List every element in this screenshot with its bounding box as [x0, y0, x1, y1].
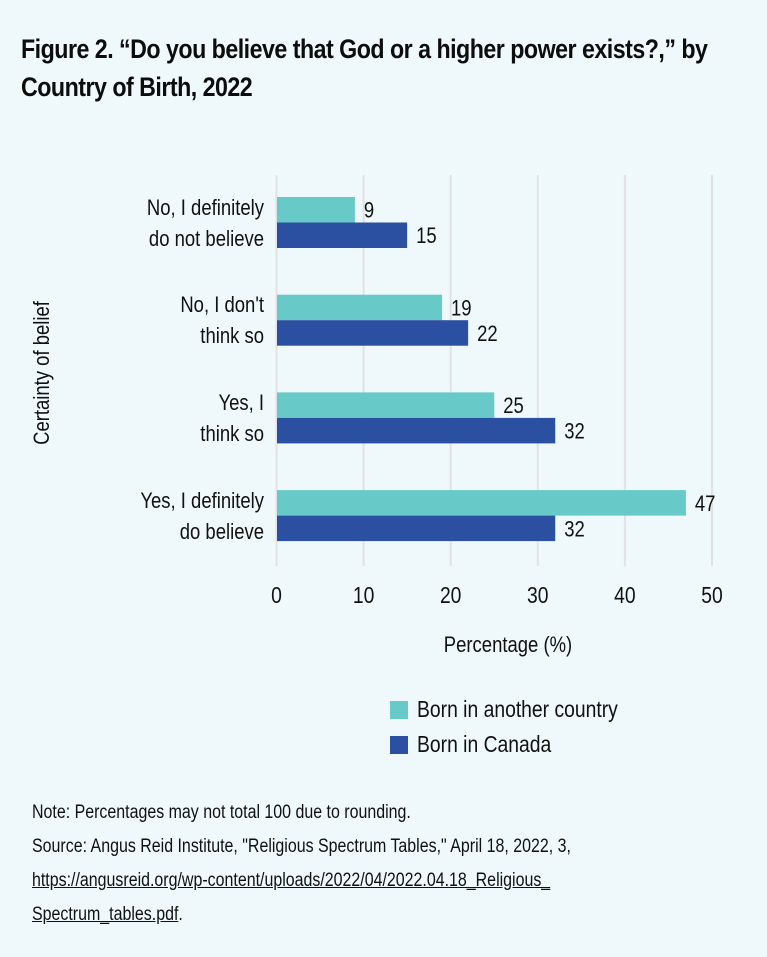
bar-born-canada [277, 515, 556, 542]
category-label: No, I don't think so [62, 289, 264, 351]
legend-label: Born in Canada [417, 731, 552, 757]
source-text: Source: Angus Reid Institute, "Religious… [32, 836, 571, 857]
x-tick-label: 20 [440, 584, 461, 609]
x-tick-label: 40 [614, 584, 635, 609]
category-label-line: do believe [179, 518, 264, 544]
legend-swatch-teal [390, 700, 408, 719]
bar-born-canada [277, 417, 556, 444]
bar-born-another-country [277, 197, 355, 223]
bar-born-another-country [277, 490, 686, 516]
source-link[interactable]: https://angusreid.org/wp-content/uploads… [32, 870, 551, 891]
legend: Born in another country Born in Canada [390, 692, 656, 762]
y-axis-label: Certainty of belief [29, 301, 54, 445]
legend-label: Born in another country [417, 696, 618, 722]
x-tick-label: 50 [701, 584, 722, 609]
category-label: Yes, I think so [62, 387, 264, 449]
legend-swatch-navy [390, 735, 408, 754]
value-label: 15 [416, 225, 437, 249]
category-label-line: Yes, I definitely [140, 487, 264, 513]
category-label-line: Yes, I [218, 389, 264, 415]
category-label-line: think so [200, 420, 264, 446]
category-label-line: do not believe [148, 225, 264, 251]
category-label: No, I definitely do not believe [62, 192, 264, 254]
bar-born-another-country [277, 294, 442, 321]
value-label: 32 [564, 518, 585, 542]
bar-born-canada [277, 320, 469, 346]
category-label: Yes, I definitely do believe [62, 485, 264, 547]
bars [277, 197, 686, 542]
value-label: 22 [477, 323, 498, 347]
source-trailing-period: . [178, 904, 183, 925]
x-axis-label: Percentage (%) [443, 632, 573, 657]
value-label: 32 [564, 420, 585, 444]
value-label: 19 [451, 297, 472, 321]
category-label-line: No, I don't [180, 292, 264, 318]
notes: Note: Percentages may not total 100 due … [32, 796, 754, 932]
x-tick-label: 0 [271, 584, 282, 609]
category-label-line: No, I definitely [146, 194, 264, 220]
note-text: Note: Percentages may not total 100 due … [32, 802, 411, 823]
category-label-line: think so [200, 323, 264, 349]
value-label: 47 [695, 492, 716, 516]
chart-title: Figure 2. “Do you believe that God or a … [21, 34, 708, 102]
value-label: 25 [503, 395, 524, 419]
legend-item-born-canada: Born in Canada [390, 727, 656, 762]
x-tick-label: 30 [527, 584, 548, 609]
bar-born-canada [277, 222, 408, 248]
source-link-continued[interactable]: Spectrum_tables.pdf [32, 904, 179, 925]
x-tick-labels: 0 10 20 30 40 50 [271, 584, 723, 609]
legend-item-born-another-country: Born in another country [390, 692, 656, 727]
bar-born-another-country [277, 392, 495, 418]
value-label: 9 [364, 199, 374, 223]
x-tick-label: 10 [353, 584, 374, 609]
